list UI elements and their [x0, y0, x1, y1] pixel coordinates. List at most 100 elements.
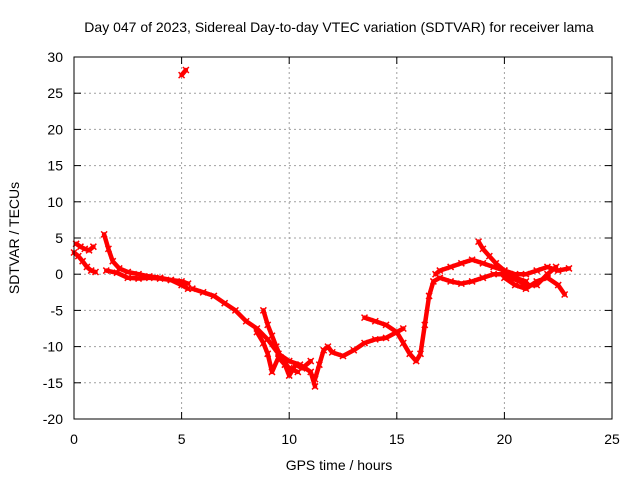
data-point	[268, 332, 276, 340]
data-point	[468, 256, 476, 264]
data-point	[210, 292, 218, 300]
data-point	[253, 328, 261, 336]
data-point	[259, 339, 267, 347]
x-tick-label: 15	[389, 431, 405, 447]
data-point	[231, 306, 239, 314]
data-point	[382, 321, 390, 329]
data-point	[457, 259, 465, 267]
data-point	[307, 368, 315, 376]
data-point	[425, 292, 433, 300]
x-tick-label: 20	[497, 431, 513, 447]
data-point	[79, 257, 87, 265]
data-point	[221, 299, 229, 307]
y-tick-label: 5	[55, 230, 63, 246]
y-axis-label: SDTVAR / TECUs	[6, 182, 22, 294]
data-point	[102, 267, 110, 275]
data-point	[315, 361, 323, 369]
data-point	[277, 353, 285, 361]
data-point	[479, 245, 487, 253]
data-point	[124, 274, 132, 282]
x-tick-label: 5	[178, 431, 186, 447]
data-point	[178, 281, 186, 289]
data-point	[360, 339, 369, 347]
data-point	[188, 285, 196, 293]
data-point	[416, 350, 425, 358]
y-tick-label: 0	[55, 266, 63, 282]
data-point	[412, 357, 420, 365]
data-point	[360, 314, 369, 322]
data-point	[268, 368, 276, 376]
y-tick-label: -5	[51, 302, 64, 318]
data-point	[113, 269, 121, 277]
data-point	[565, 264, 573, 272]
data-point	[242, 317, 250, 325]
y-tick-label: -15	[43, 375, 63, 391]
data-point	[339, 352, 347, 360]
data-point	[490, 270, 498, 278]
data-point	[436, 267, 444, 275]
data-point	[500, 274, 508, 282]
y-tick-label: 30	[47, 49, 63, 65]
data-point	[292, 361, 300, 369]
data-point	[522, 270, 530, 278]
data-point	[89, 243, 97, 251]
data-point	[447, 277, 455, 285]
data-point	[109, 257, 117, 265]
data-point	[285, 372, 293, 380]
data-point	[182, 66, 190, 74]
data-point	[311, 375, 319, 383]
data-point	[533, 267, 541, 275]
axis-ticks: 0 5 10 15 20 25 -20 -15 -10 -5 0 5 10 15 20 25 30	[43, 49, 620, 447]
data-point	[264, 350, 272, 358]
data-point	[76, 243, 84, 251]
data-point	[307, 357, 315, 365]
data-point	[457, 280, 465, 288]
data-point	[554, 281, 562, 289]
data-point	[399, 324, 407, 333]
data-point	[91, 268, 100, 276]
data-point	[81, 245, 89, 253]
data-point	[511, 281, 519, 289]
data-point	[104, 245, 112, 253]
data-point	[421, 321, 429, 329]
data-point	[167, 276, 175, 284]
chart-title: Day 047 of 2023, Sidereal Day-to-day VTE…	[84, 19, 594, 35]
data-point	[429, 277, 437, 285]
data-point	[485, 252, 493, 260]
data-point	[543, 274, 551, 282]
data-point	[500, 267, 508, 275]
y-tick-label: 20	[47, 121, 63, 137]
y-tick-label: -10	[43, 339, 63, 355]
data-point	[552, 263, 560, 271]
y-tick-label: 10	[47, 194, 63, 210]
y-tick-label: 15	[47, 158, 63, 174]
data-point	[350, 346, 358, 354]
data-point	[492, 259, 500, 267]
data-point	[371, 335, 379, 343]
data-point	[87, 267, 95, 275]
data-point	[264, 321, 272, 329]
data-point	[145, 274, 153, 282]
data-point	[561, 290, 569, 299]
data-point	[328, 348, 336, 356]
data-point	[285, 364, 293, 372]
data-point	[406, 350, 414, 358]
data-point	[393, 328, 401, 336]
y-tick-label: -20	[43, 411, 63, 427]
data-point	[124, 268, 132, 276]
x-tick-label: 0	[70, 431, 78, 447]
data-point	[156, 275, 164, 283]
data-point	[199, 288, 207, 296]
data-point	[475, 238, 483, 246]
data-point	[311, 382, 319, 390]
x-tick-label: 25	[604, 431, 620, 447]
data-point	[399, 339, 407, 347]
data-point	[294, 368, 302, 376]
data-point	[100, 230, 108, 238]
data-point	[259, 306, 267, 314]
data-point	[522, 285, 530, 293]
data-point	[468, 277, 476, 285]
data-point	[324, 343, 332, 351]
data-point	[479, 259, 487, 267]
